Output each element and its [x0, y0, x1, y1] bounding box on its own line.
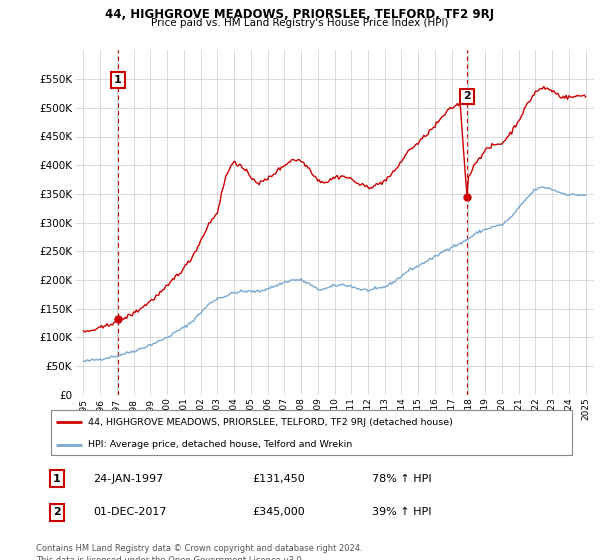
- Text: HPI: Average price, detached house, Telford and Wrekin: HPI: Average price, detached house, Telf…: [88, 440, 352, 449]
- Text: 44, HIGHGROVE MEADOWS, PRIORSLEE, TELFORD, TF2 9RJ: 44, HIGHGROVE MEADOWS, PRIORSLEE, TELFOR…: [106, 8, 494, 21]
- Text: 1: 1: [53, 474, 61, 484]
- Text: £131,450: £131,450: [252, 474, 305, 484]
- Text: 44, HIGHGROVE MEADOWS, PRIORSLEE, TELFORD, TF2 9RJ (detached house): 44, HIGHGROVE MEADOWS, PRIORSLEE, TELFOR…: [88, 418, 452, 427]
- Text: Contains HM Land Registry data © Crown copyright and database right 2024.
This d: Contains HM Land Registry data © Crown c…: [36, 544, 362, 560]
- Text: 2: 2: [463, 91, 471, 101]
- FancyBboxPatch shape: [50, 410, 572, 455]
- Text: 24-JAN-1997: 24-JAN-1997: [93, 474, 163, 484]
- Text: Price paid vs. HM Land Registry's House Price Index (HPI): Price paid vs. HM Land Registry's House …: [151, 18, 449, 29]
- Text: 78% ↑ HPI: 78% ↑ HPI: [372, 474, 431, 484]
- Text: £345,000: £345,000: [252, 507, 305, 517]
- Text: 1: 1: [114, 75, 122, 85]
- Text: 01-DEC-2017: 01-DEC-2017: [93, 507, 167, 517]
- Text: 39% ↑ HPI: 39% ↑ HPI: [372, 507, 431, 517]
- Text: 2: 2: [53, 507, 61, 517]
